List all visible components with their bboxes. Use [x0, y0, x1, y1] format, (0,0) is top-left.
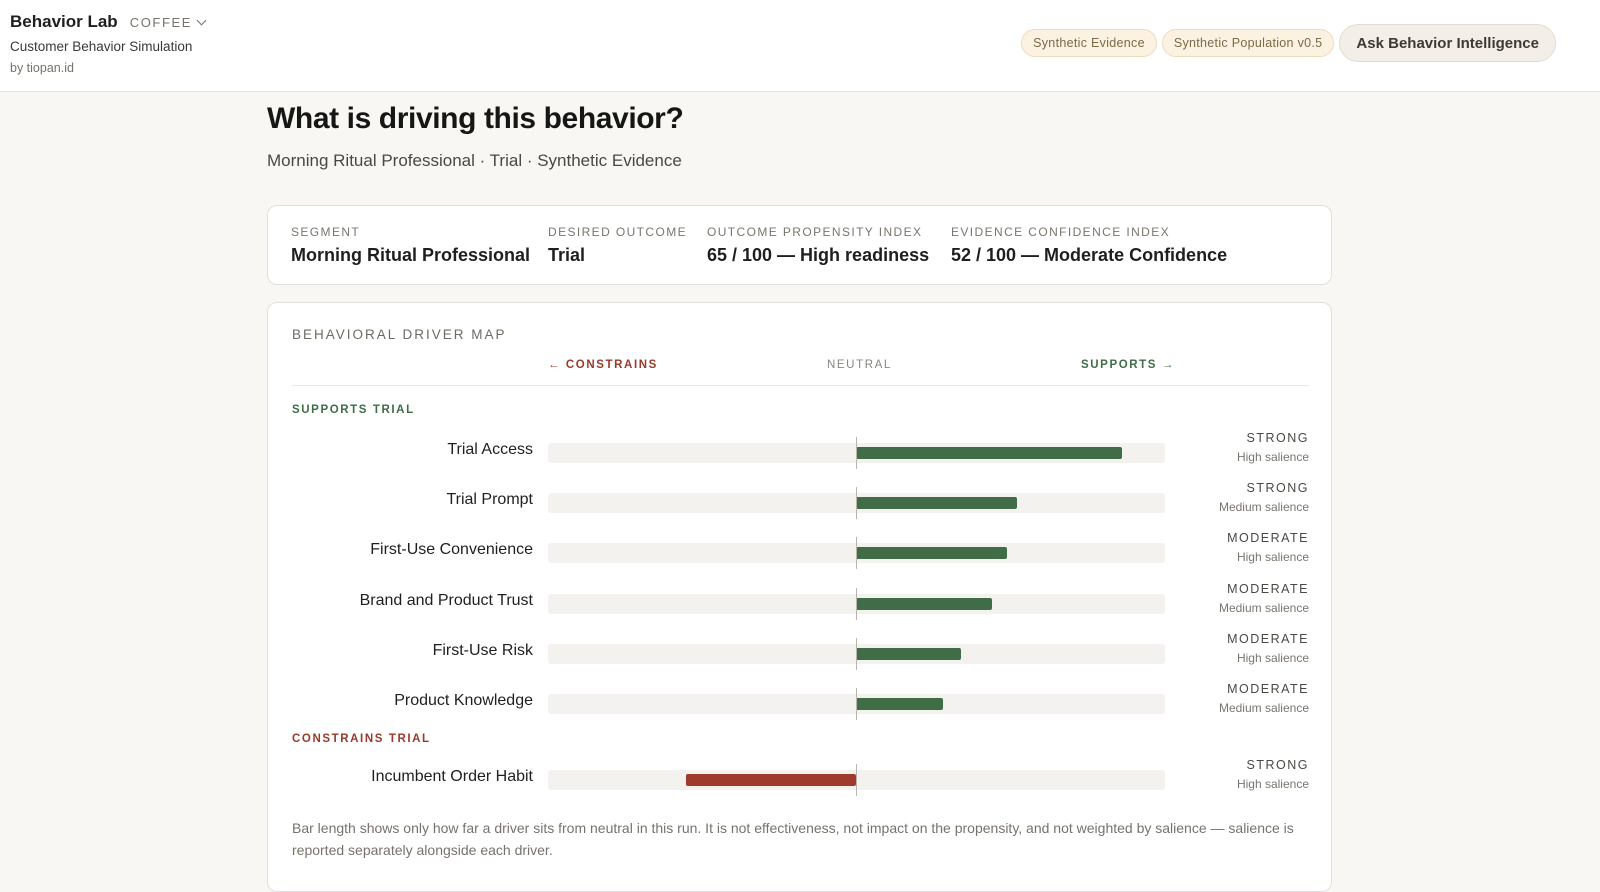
- strength-level: STRONG: [1246, 431, 1309, 445]
- driver-bar-track: [548, 487, 1165, 520]
- driver-name: Brand and Product Trust: [359, 591, 533, 609]
- driver-map-title: BEHAVIORAL DRIVER MAP: [292, 327, 507, 342]
- summary-label: EVIDENCE CONFIDENCE INDEX: [951, 225, 1171, 239]
- neutral-line: [856, 587, 857, 620]
- support-bar: [856, 497, 1017, 510]
- driver-bar-track: [548, 537, 1165, 570]
- neutral-line: [856, 537, 857, 570]
- driver-name: First-Use Risk: [432, 641, 533, 659]
- salience-level: High salience: [1236, 550, 1309, 565]
- neutral-line: [856, 688, 857, 720]
- salience-level: Medium salience: [1218, 500, 1309, 515]
- neutral-line: [856, 637, 857, 670]
- header-actions: Synthetic Evidence Synthetic Population …: [1021, 24, 1556, 62]
- summary-value: Morning Ritual Professional: [291, 245, 531, 265]
- salience-level: High salience: [1236, 450, 1309, 464]
- driver-name: Incumbent Order Habit: [371, 768, 533, 785]
- driver-strength: STRONG High salience: [1237, 758, 1309, 791]
- salience-level: High salience: [1236, 650, 1309, 665]
- strength-level: MODERATE: [1227, 581, 1309, 596]
- summary-label: OUTCOME PROPENSITY INDEX: [707, 225, 923, 239]
- app-name: Behavior Lab: [10, 12, 118, 31]
- synthetic-population-badge: Synthetic Population v0.5: [1161, 29, 1335, 57]
- summary-value: 65 / 100 — High readiness: [707, 245, 930, 265]
- driver-bar-track: [548, 688, 1165, 720]
- constrains-group-label: CONSTRAINS TRIAL: [292, 733, 431, 745]
- driver-bar-track: [548, 764, 1165, 796]
- app-subtitle: Customer Behavior Simulation: [10, 39, 193, 54]
- driver-row: Trial Prompt STRONG Medium salience: [268, 481, 1333, 529]
- driver-name: Trial Prompt: [446, 491, 533, 509]
- summary-label: SEGMENT: [291, 225, 361, 239]
- driver-strength: MODERATE High salience: [1227, 632, 1309, 665]
- driver-bar-track: [548, 587, 1165, 620]
- support-bar: [856, 447, 1122, 459]
- driver-map-card: BEHAVIORAL DRIVER MAP ← CONSTRAINS NEUTR…: [267, 302, 1332, 892]
- support-bar: [856, 597, 992, 610]
- driver-name: Product Knowledge: [394, 692, 533, 709]
- page-subtitle: Morning Ritual Professional · Trial · Sy…: [267, 151, 682, 170]
- strength-level: STRONG: [1246, 758, 1309, 772]
- driver-row: Brand and Product Trust MODERATE Medium sa…: [268, 582, 1333, 630]
- vertical-label: COFFEE: [129, 14, 193, 30]
- driver-name: First-Use Convenience: [370, 541, 533, 559]
- supports-group-label: SUPPORTS TRIAL: [292, 404, 415, 416]
- driver-row: Product Knowledge MODERATE Medium salience: [268, 682, 1333, 730]
- driver-strength: STRONG Medium salience: [1219, 481, 1309, 514]
- summary-label: DESIRED OUTCOME: [548, 225, 688, 239]
- summary-segment: SEGMENT Morning Ritual Professional: [291, 225, 530, 266]
- summary-outcome-propensity: OUTCOME PROPENSITY INDEX 65 / 100 — High…: [707, 225, 929, 266]
- driver-row: First-Use Risk MODERATE High salience: [268, 632, 1333, 680]
- driver-row: Incumbent Order Habit STRONG High salience: [268, 758, 1333, 806]
- driver-bar-track: [548, 437, 1165, 469]
- summary-value: 52 / 100 — Moderate Confidence: [951, 245, 1228, 265]
- summary-card: SEGMENT Morning Ritual Professional DESI…: [267, 205, 1332, 285]
- salience-level: Medium salience: [1218, 600, 1309, 615]
- top-bar: Behavior Lab COFFEE Customer Behavior Si…: [0, 0, 1600, 92]
- driver-strength: MODERATE Medium salience: [1219, 682, 1309, 715]
- neutral-line: [856, 487, 857, 520]
- brand-row: Behavior Lab COFFEE: [10, 12, 207, 32]
- ask-behavior-intelligence-button[interactable]: Ask Behavior Intelligence: [1339, 24, 1556, 62]
- axis-divider: [292, 385, 1309, 386]
- neutral-line: [856, 437, 857, 469]
- salience-level: High salience: [1236, 777, 1309, 791]
- neutral-line: [856, 764, 857, 796]
- synthetic-evidence-badge: Synthetic Evidence: [1021, 29, 1157, 57]
- strength-level: MODERATE: [1227, 531, 1309, 546]
- driver-row: Trial Access STRONG High salience: [268, 431, 1333, 479]
- driver-bar-track: [548, 637, 1165, 670]
- page-title: What is driving this behavior?: [267, 102, 684, 135]
- summary-value: Trial: [548, 245, 586, 265]
- driver-strength: MODERATE Medium salience: [1219, 582, 1309, 615]
- support-bar: [856, 698, 943, 710]
- summary-desired-outcome: DESIRED OUTCOME Trial: [548, 225, 687, 266]
- axis-neutral-label: NEUTRAL: [827, 359, 892, 371]
- driver-row: First-Use Convenience MODERATE High salien…: [268, 531, 1333, 579]
- axis-supports-label: SUPPORTS →: [1081, 359, 1175, 371]
- driver-strength: MODERATE High salience: [1227, 531, 1309, 564]
- axis-constrains-label: ← CONSTRAINS: [548, 359, 658, 371]
- strength-level: MODERATE: [1227, 631, 1309, 646]
- driver-strength: STRONG High salience: [1237, 431, 1309, 464]
- support-bar: [856, 547, 1008, 560]
- chevron-down-icon: [196, 15, 207, 25]
- constraint-bar: [686, 774, 856, 786]
- strength-level: STRONG: [1246, 481, 1309, 496]
- summary-evidence-confidence: EVIDENCE CONFIDENCE INDEX 52 / 100 — Mod…: [951, 225, 1227, 266]
- app-byline: by tiopan.id: [10, 61, 74, 75]
- driver-map-footnote: Bar length shows only how far a driver s…: [292, 820, 1294, 858]
- support-bar: [856, 647, 962, 660]
- vertical-selector[interactable]: COFFEE: [129, 14, 207, 30]
- salience-level: Medium salience: [1218, 701, 1309, 715]
- strength-level: MODERATE: [1227, 682, 1309, 696]
- driver-name: Trial Access: [447, 441, 533, 458]
